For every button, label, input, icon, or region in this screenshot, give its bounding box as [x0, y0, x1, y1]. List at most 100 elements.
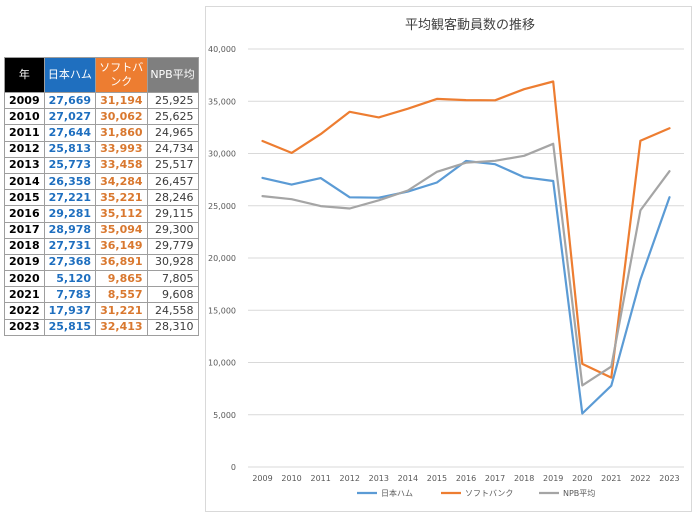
cell-nipponham: 27,368 — [43, 253, 97, 272]
cell-nipponham: 29,281 — [43, 205, 97, 223]
x-tick-label: 2017 — [485, 474, 505, 483]
legend-label: NPB平均 — [563, 488, 595, 498]
cell-year: 2021 — [4, 286, 45, 304]
x-tick-label: 2010 — [281, 474, 301, 483]
table-row: 2019 27,368 36,891 30,928 — [4, 253, 199, 272]
header-softbank-line1: ソフトバ — [99, 61, 144, 74]
cell-npb-average: 29,300 — [146, 221, 199, 239]
x-tick-label: 2015 — [427, 474, 447, 483]
cell-npb-average: 24,558 — [146, 302, 199, 320]
header-softbank-line2: ンク — [110, 75, 133, 88]
table-row: 2011 27,644 31,860 24,965 — [4, 124, 199, 142]
cell-softbank: 36,149 — [95, 237, 148, 255]
cell-nipponham: 17,937 — [43, 302, 97, 320]
x-tick-label: 2011 — [310, 474, 330, 483]
table-row: 2010 27,027 30,062 25,625 — [4, 108, 199, 126]
cell-nipponham: 25,815 — [43, 318, 97, 336]
x-tick-label: 2012 — [340, 474, 360, 483]
cell-nipponham: 27,669 — [43, 91, 97, 110]
cell-softbank: 33,993 — [95, 140, 148, 158]
chart-area: 平均観客動員数の推移 0 5,000 10,000 15,000 20,000 25,000… — [205, 6, 692, 512]
cell-npb-average: 29,779 — [146, 237, 199, 255]
cell-nipponham: 5,120 — [43, 270, 97, 288]
table-row: 2021 7,783 8,557 9,608 — [4, 286, 199, 304]
cell-year: 2010 — [4, 108, 45, 126]
cell-softbank: 8,557 — [95, 286, 148, 304]
cell-softbank: 30,062 — [95, 108, 148, 126]
cell-year: 2012 — [4, 140, 45, 158]
x-tick-label: 2022 — [630, 474, 650, 483]
cell-nipponham: 26,358 — [43, 172, 97, 191]
table-row: 2017 28,978 35,094 29,300 — [4, 221, 199, 239]
cell-softbank: 35,094 — [95, 221, 148, 239]
legend-label: ソフトバンク — [465, 489, 513, 498]
legend-label: 日本ハム — [381, 488, 413, 498]
cell-softbank: 35,112 — [95, 205, 148, 223]
header-npb-average: NPB平均 — [146, 57, 199, 93]
header-nipponham: 日本ハム — [43, 57, 97, 93]
cell-npb-average: 28,310 — [146, 318, 199, 336]
table-row: 2020 5,120 9,865 7,805 — [4, 270, 199, 288]
cell-nipponham: 25,773 — [43, 156, 97, 174]
attendance-table: 年 日本ハム ソフトバ ンク NPB平均 2009 27,669 31,194 25,… — [4, 57, 199, 336]
table-row: 2012 25,813 33,993 24,734 — [4, 140, 199, 158]
y-tick-label: 15,000 — [208, 306, 236, 315]
cell-npb-average: 29,115 — [146, 205, 199, 223]
cell-year: 2020 — [4, 270, 45, 288]
x-tick-label: 2019 — [543, 474, 563, 483]
cell-softbank: 9,865 — [95, 270, 148, 288]
x-tick-label: 2009 — [252, 474, 272, 483]
table-row: 2014 26,358 34,284 26,457 — [4, 172, 199, 191]
table-row: 2022 17,937 31,221 24,558 — [4, 302, 199, 320]
x-tick-label: 2016 — [456, 474, 476, 483]
cell-nipponham: 27,731 — [43, 237, 97, 255]
cell-year: 2014 — [4, 172, 45, 191]
table-row: 2013 25,773 33,458 25,517 — [4, 156, 199, 174]
cell-npb-average: 25,625 — [146, 108, 199, 126]
cell-npb-average: 24,965 — [146, 124, 199, 142]
cell-npb-average: 26,457 — [146, 172, 199, 191]
x-tick-label: 2014 — [398, 474, 418, 483]
table-body: 2009 27,669 31,194 25,925 2010 27,027 30,062 25… — [4, 91, 199, 336]
y-tick-label: 30,000 — [208, 150, 236, 159]
y-tick-label: 35,000 — [208, 97, 236, 106]
x-tick-label: 2013 — [369, 474, 389, 483]
cell-nipponham: 27,221 — [43, 189, 97, 207]
cell-npb-average: 24,734 — [146, 140, 199, 158]
cell-softbank: 32,413 — [95, 318, 148, 336]
table-row: 2015 27,221 35,221 28,246 — [4, 189, 199, 207]
cell-softbank: 34,284 — [95, 172, 148, 191]
table-row: 2016 29,281 35,112 29,115 — [4, 205, 199, 223]
cell-softbank: 36,891 — [95, 253, 148, 272]
cell-year: 2019 — [4, 253, 45, 272]
cell-year: 2017 — [4, 221, 45, 239]
cell-year: 2016 — [4, 205, 45, 223]
cell-year: 2018 — [4, 237, 45, 255]
line-chart: 平均観客動員数の推移 0 5,000 10,000 15,000 20,000 25,000… — [208, 17, 684, 498]
cell-nipponham: 27,644 — [43, 124, 97, 142]
series-line-1 — [261, 80, 671, 379]
cell-year: 2011 — [4, 124, 45, 142]
cell-year: 2009 — [4, 91, 45, 110]
cell-year: 2013 — [4, 156, 45, 174]
cell-npb-average: 28,246 — [146, 189, 199, 207]
y-tick-label: 10,000 — [208, 359, 236, 368]
y-tick-label: 0 — [231, 463, 236, 472]
chart-title: 平均観客動員数の推移 — [405, 17, 535, 33]
cell-nipponham: 27,027 — [43, 108, 97, 126]
x-tick-label: 2023 — [659, 474, 679, 483]
cell-softbank: 31,194 — [95, 91, 148, 110]
table-row: 2009 27,669 31,194 25,925 — [4, 91, 199, 110]
cell-nipponham: 7,783 — [43, 286, 97, 304]
x-tick-label: 2020 — [572, 474, 592, 483]
series-line-0 — [261, 159, 671, 415]
header-year: 年 — [4, 57, 45, 93]
cell-year: 2015 — [4, 189, 45, 207]
y-tick-label: 20,000 — [208, 254, 236, 263]
cell-softbank: 31,860 — [95, 124, 148, 142]
y-tick-label: 25,000 — [208, 202, 236, 211]
series-line-2 — [261, 142, 671, 387]
cell-npb-average: 30,928 — [146, 253, 199, 272]
y-tick-label: 40,000 — [208, 45, 236, 54]
